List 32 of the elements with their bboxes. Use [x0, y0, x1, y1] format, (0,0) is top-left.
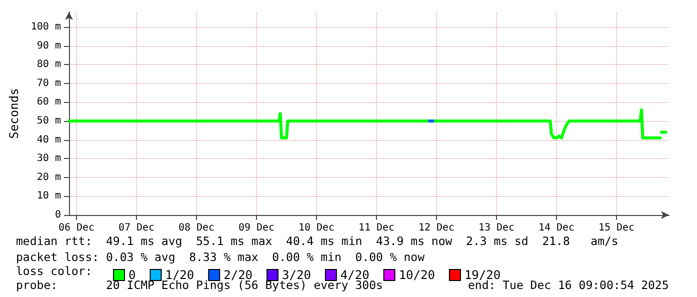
y-tick-label: 0: [54, 210, 61, 220]
legend-title: loss color:: [16, 264, 92, 278]
legend-label: 19/20: [464, 268, 501, 282]
y-tick-label: 40 m: [36, 134, 61, 146]
y-tick-label: 50 m: [36, 116, 61, 127]
legend-label: 0: [128, 268, 136, 282]
y-tick-label: 60 m: [36, 96, 61, 108]
legend-label: 1/20: [165, 268, 194, 282]
legend-label: 4/20: [340, 268, 370, 282]
x-tick-label: 09 Dec: [238, 222, 275, 234]
x-tick-label: 15 Dec: [598, 222, 635, 234]
legend-label: 2/20: [224, 268, 253, 282]
y-tick-label: 70 m: [36, 78, 61, 89]
x-tick-label: 06 Dec: [58, 222, 95, 234]
y-tick-label: 90 m: [36, 40, 61, 52]
x-tick-label: 10 Dec: [298, 222, 335, 234]
y-axis-title: Seconds: [7, 88, 21, 139]
x-tick-label: 13 Dec: [478, 222, 515, 234]
y-tick-label: 80 m: [36, 59, 61, 70]
y-tick-label: 100 m: [30, 22, 61, 33]
x-tick-label: 07 Dec: [118, 222, 155, 234]
text: median rtt: 49.1 ms avg 55.1 ms max 40.4 ms min 43.9 ms now 2.3 ms sd 21.8 am/s: [16, 234, 618, 248]
x-tick-label: 12 Dec: [418, 222, 455, 234]
y-tick-label: 30 m: [36, 153, 61, 164]
x-tick-label: 11 Dec: [358, 222, 395, 234]
y-tick-label: 20 m: [36, 172, 61, 183]
y-tick-label: 10 m: [36, 190, 61, 202]
x-tick-label: 08 Dec: [178, 222, 215, 234]
x-tick-label: 14 Dec: [538, 222, 575, 234]
legend-label: 10/20: [398, 268, 435, 282]
legend-label: 3/20: [282, 268, 311, 282]
text: packet loss: 0.03 % avg 8.33 % max 0.00 % min 0.00 % now: [16, 250, 424, 264]
